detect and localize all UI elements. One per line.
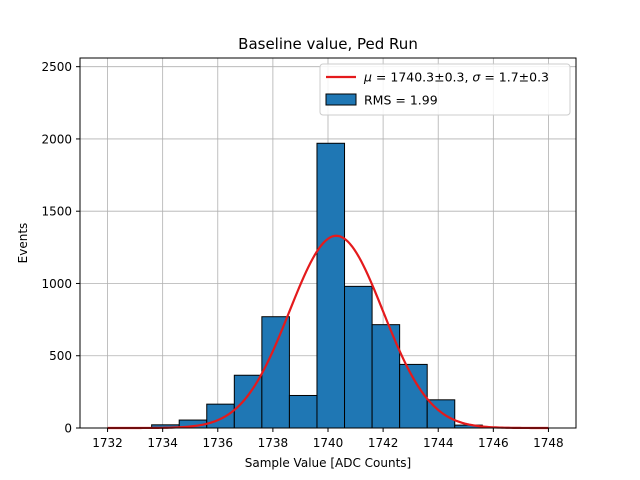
legend-histogram-swatch [325, 93, 357, 106]
x-tick-label: 1742 [368, 436, 399, 450]
y-tick-label: 2000 [41, 132, 72, 146]
x-tick-label: 1740 [313, 436, 344, 450]
x-tick-label: 1738 [258, 436, 289, 450]
legend-mu-text: = 1740.3±0.3, [372, 70, 472, 85]
y-axis-ticks: 0 500 1000 1500 2000 2500 [41, 60, 80, 436]
x-axis-label: Sample Value [ADC Counts] [245, 456, 411, 470]
chart-title: Baseline value, Ped Run [238, 35, 418, 53]
y-tick-label: 2500 [41, 60, 72, 74]
x-tick-label: 1748 [533, 436, 564, 450]
histogram-bar [344, 285, 373, 429]
legend-histogram-label: RMS = 1.99 [364, 93, 438, 108]
histogram-bars [151, 142, 483, 429]
legend-box [319, 63, 571, 116]
y-tick-label: 1000 [41, 277, 72, 291]
legend-sigma-text: = 1.7±0.3 [480, 70, 549, 85]
legend-fit-label: μ = 1740.3±0.3, σ = 1.7±0.3 [363, 70, 549, 85]
legend: μ = 1740.3±0.3, σ = 1.7±0.3 RMS = 1.99 [319, 63, 571, 116]
y-tick-label: 500 [49, 349, 72, 363]
x-tick-label: 1744 [423, 436, 454, 450]
y-tick-label: 1500 [41, 205, 72, 219]
gaussian-fit-curve [107, 234, 549, 430]
legend-sigma-symbol: σ [472, 70, 481, 85]
x-tick-label: 1746 [478, 436, 509, 450]
histogram-bar [261, 316, 290, 429]
x-tick-label: 1736 [203, 436, 234, 450]
x-axis-ticks: 1732 1734 1736 1738 1740 1742 1744 1746 1748 [92, 428, 564, 450]
histogram-bar [288, 394, 318, 429]
y-axis-label: Events [16, 223, 30, 264]
x-tick-label: 1732 [92, 436, 123, 450]
x-tick-label: 1734 [147, 436, 178, 450]
histogram-bar [399, 363, 428, 429]
legend-mu-symbol: μ [363, 70, 372, 85]
histogram-bar [316, 142, 346, 429]
histogram-bar [233, 374, 263, 429]
y-tick-label: 0 [64, 422, 72, 436]
histogram-bar [206, 403, 235, 429]
